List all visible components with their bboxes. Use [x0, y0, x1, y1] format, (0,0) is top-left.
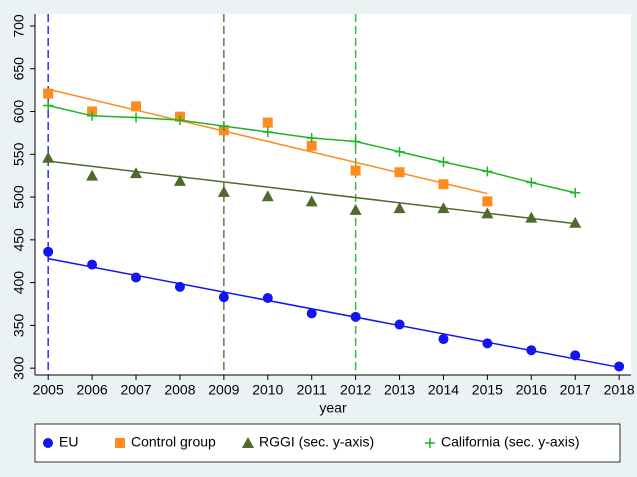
marker: [525, 211, 538, 223]
x-tick-label: 2013: [384, 382, 415, 398]
marker: [438, 179, 449, 190]
x-tick-label: 2014: [428, 382, 459, 398]
marker: [43, 88, 54, 99]
marker: [394, 319, 405, 330]
marker: [262, 117, 273, 128]
x-tick-label: 2017: [560, 382, 591, 398]
legend-label: EU: [59, 434, 78, 450]
x-tick-label: 2012: [340, 382, 371, 398]
marker: [131, 101, 142, 112]
marker: [87, 110, 98, 121]
marker: [86, 169, 99, 181]
marker: [174, 281, 185, 292]
marker: [438, 156, 449, 167]
x-axis-title: year: [319, 400, 347, 416]
y-tick-label: 450: [11, 228, 27, 252]
x-tick-label: 2009: [208, 382, 239, 398]
x-tick-label: 2007: [120, 382, 151, 398]
y-tick-label: 500: [11, 185, 27, 209]
marker: [569, 216, 582, 228]
marker: [481, 207, 494, 219]
y-tick-label: 550: [11, 142, 27, 166]
marker: [350, 136, 361, 147]
trend-line: [48, 257, 620, 369]
x-tick-label: 2006: [77, 382, 108, 398]
legend-label: California (sec. y-axis): [441, 434, 579, 450]
marker: [306, 140, 317, 151]
marker: [130, 167, 143, 179]
marker: [305, 195, 318, 207]
marker: [242, 437, 254, 448]
x-tick-label: 2018: [604, 382, 635, 398]
marker: [350, 165, 361, 176]
marker: [42, 151, 55, 163]
y-tick-label: 650: [11, 57, 27, 81]
y-tick-label: 600: [11, 100, 27, 124]
marker: [306, 133, 317, 144]
marker: [174, 115, 185, 126]
marker: [614, 361, 625, 372]
marker: [394, 146, 405, 157]
marker: [87, 259, 98, 270]
marker: [261, 190, 274, 202]
marker: [43, 438, 53, 448]
x-tick-label: 2010: [252, 382, 283, 398]
x-tick-label: 2015: [472, 382, 503, 398]
marker: [218, 121, 229, 132]
marker: [131, 272, 142, 283]
marker: [482, 338, 493, 349]
marker: [43, 246, 54, 257]
marker: [217, 185, 230, 197]
marker: [350, 311, 361, 322]
marker: [393, 202, 406, 214]
x-tick-label: 2011: [297, 382, 327, 398]
y-tick-label: 400: [11, 271, 27, 295]
y-tick-label: 350: [11, 313, 27, 337]
legend-label: RGGI (sec. y-axis): [259, 434, 374, 450]
y-tick-label: 300: [11, 356, 27, 380]
x-tick-label: 2016: [516, 382, 547, 398]
trend-line: [48, 88, 488, 195]
marker: [394, 167, 405, 178]
marker: [482, 166, 493, 177]
x-tick-label: 2008: [164, 382, 195, 398]
legend-box: [34, 423, 621, 463]
marker: [218, 292, 229, 303]
marker: [349, 203, 362, 215]
marker: [131, 112, 142, 123]
marker: [43, 100, 54, 111]
y-tick-label: 700: [11, 14, 27, 38]
marker: [306, 308, 317, 319]
marker: [173, 174, 186, 186]
marker: [526, 345, 537, 356]
marker: [526, 177, 537, 188]
marker: [262, 127, 273, 138]
marker: [570, 350, 581, 361]
x-tick-label: 2005: [33, 382, 64, 398]
legend-label: Control group: [131, 434, 216, 450]
marker: [425, 438, 435, 448]
marker: [115, 438, 125, 448]
marker: [482, 196, 493, 207]
marker: [262, 293, 273, 304]
marker: [570, 187, 581, 198]
marker: [437, 202, 450, 214]
marker: [438, 334, 449, 345]
